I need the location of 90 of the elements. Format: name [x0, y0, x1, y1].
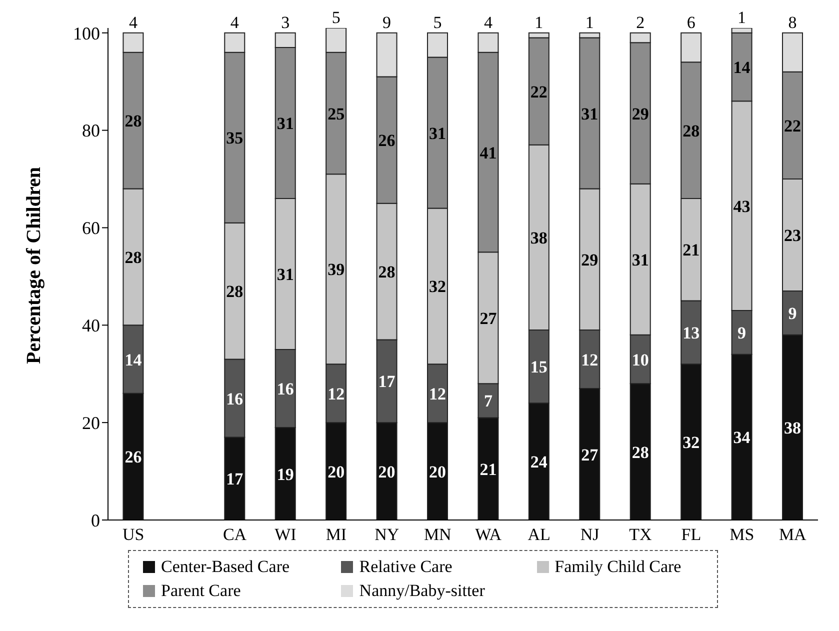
data-label: 6 [686, 12, 696, 32]
data-label: 27 [480, 308, 498, 328]
data-label: 10 [632, 350, 649, 370]
data-label: 28 [378, 262, 396, 282]
data-label: 16 [226, 389, 244, 408]
data-label: 17 [378, 372, 396, 392]
data-label: 28 [226, 282, 244, 302]
data-label: 31 [429, 124, 446, 143]
data-label: 31 [632, 250, 649, 270]
data-label: 2 [636, 12, 645, 32]
data-label: 15 [530, 358, 548, 377]
data-label: 1 [738, 8, 746, 27]
data-label: 7 [484, 392, 493, 411]
data-label: 20 [328, 462, 345, 482]
legend-label: Parent Care [161, 581, 241, 601]
data-label: 32 [682, 433, 700, 452]
data-label: 28 [124, 112, 142, 131]
legend-label: Family Child Care [554, 557, 682, 577]
data-label: 34 [733, 428, 751, 448]
data-label: 31 [276, 265, 294, 284]
data-label: 16 [276, 380, 294, 399]
data-label: 38 [784, 418, 801, 438]
y-tick-label: 80 [82, 120, 100, 141]
data-label: 3 [281, 12, 290, 32]
data-label: 31 [581, 104, 598, 124]
data-label: 35 [226, 128, 244, 148]
data-label: 22 [530, 82, 548, 102]
data-label: 32 [429, 277, 446, 296]
data-label: 8 [788, 12, 797, 32]
data-label: 4 [230, 12, 240, 32]
data-label: 9 [738, 323, 746, 342]
data-label: 28 [632, 442, 649, 462]
legend-label: Nanny/Baby-sitter [359, 581, 485, 601]
data-label: 28 [682, 121, 700, 140]
data-label: 14 [124, 350, 142, 370]
y-tick-label: 60 [82, 218, 100, 238]
data-label: 5 [433, 12, 442, 32]
data-label: 12 [581, 350, 598, 370]
data-label: 4 [128, 12, 138, 32]
data-label: 29 [581, 250, 598, 270]
y-tick-label: 0 [91, 510, 100, 530]
data-label: 20 [378, 462, 396, 482]
data-label: 1 [534, 12, 544, 32]
x-tick-label: MI [326, 525, 347, 544]
data-label: 26 [378, 131, 396, 150]
data-label: 39 [328, 260, 345, 280]
data-label: 17 [226, 470, 244, 489]
data-label: 24 [530, 452, 548, 472]
data-label: 28 [124, 248, 142, 267]
data-label: 23 [784, 226, 801, 246]
data-label: 1 [585, 12, 594, 32]
x-tick-label: TX [629, 525, 652, 544]
data-label: 5 [332, 8, 340, 27]
legend-label: Relative Care [359, 557, 452, 577]
data-label: 41 [480, 143, 497, 162]
x-tick-label: NY [374, 525, 400, 544]
x-tick-label: FL [681, 525, 702, 544]
x-tick-label: MN [424, 525, 452, 544]
data-label: 9 [788, 304, 797, 324]
x-tick-label: MS [730, 525, 754, 544]
data-label: 4 [484, 12, 493, 32]
data-label: 31 [276, 114, 294, 134]
y-tick-label: 40 [82, 316, 100, 336]
data-label: 29 [632, 104, 649, 124]
data-label: 43 [733, 196, 750, 216]
legend-label: Center-Based Care [161, 557, 290, 577]
x-tick-label: US [122, 525, 144, 544]
y-tick-label: 100 [73, 23, 100, 44]
data-label: 12 [429, 384, 446, 404]
y-axis-title: Percentage of Children [23, 166, 46, 364]
x-tick-label: CA [222, 525, 248, 544]
data-label: 38 [530, 228, 548, 248]
data-label: 20 [429, 462, 446, 482]
data-label: 14 [733, 58, 751, 78]
data-label: 13 [682, 323, 700, 342]
data-label: 21 [682, 240, 700, 260]
y-tick-label: 20 [82, 412, 100, 433]
x-tick-label: AL [528, 525, 550, 544]
x-tick-label: WI [274, 525, 297, 544]
x-tick-label: NJ [580, 525, 600, 544]
data-label: 9 [382, 12, 392, 32]
data-label: 21 [480, 460, 497, 479]
data-label: 25 [328, 104, 345, 124]
x-tick-label: WA [475, 525, 502, 544]
x-tick-label: MA [778, 525, 808, 544]
data-label: 27 [581, 445, 599, 464]
data-label: 22 [784, 116, 801, 136]
data-label: 26 [124, 448, 142, 467]
data-label: 19 [276, 464, 294, 484]
data-label: 12 [328, 384, 345, 404]
